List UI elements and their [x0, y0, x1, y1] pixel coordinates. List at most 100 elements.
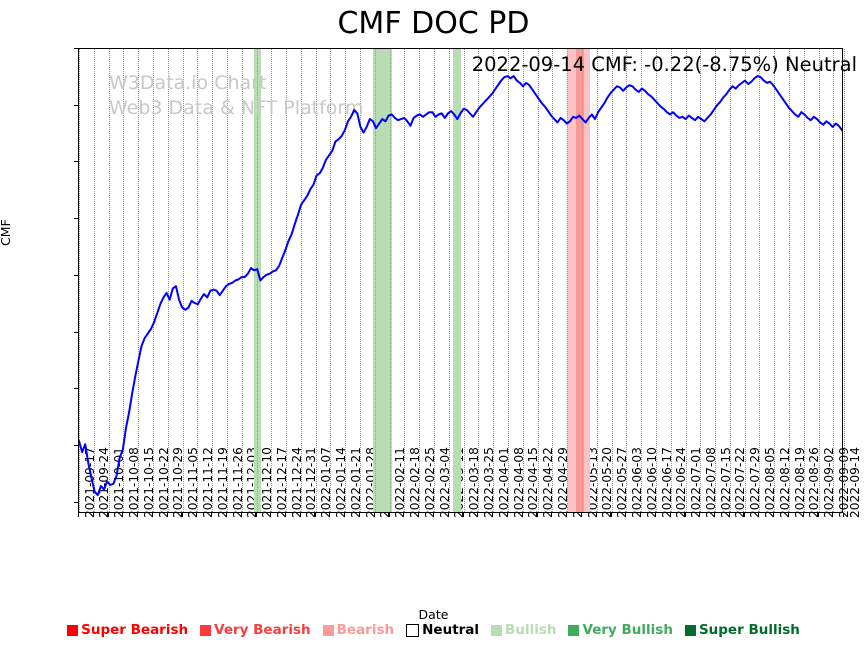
- legend-swatch-icon: [200, 624, 212, 636]
- x-tick: [832, 513, 834, 517]
- gridline: [626, 49, 628, 512]
- legend-item[interactable]: Bullish: [491, 622, 556, 638]
- x-tick: [107, 513, 109, 517]
- legend-item[interactable]: Super Bullish: [684, 622, 800, 638]
- y-tick: [74, 274, 78, 276]
- gridline: [759, 49, 761, 512]
- gridline: [212, 49, 214, 512]
- x-tick: [270, 513, 272, 517]
- legend: Super Bearish Very Bearish Bearish Neutral B…: [0, 622, 867, 638]
- gridline: [419, 49, 421, 512]
- y-tick: [74, 444, 78, 446]
- gridline: [108, 49, 110, 512]
- x-tick: [595, 513, 597, 517]
- legend-label: Bullish: [505, 622, 557, 638]
- gridline: [197, 49, 199, 512]
- legend-item[interactable]: Very Bearish: [200, 622, 311, 638]
- gridline: [478, 49, 480, 512]
- gridline: [256, 49, 258, 512]
- gridline: [729, 49, 731, 512]
- x-tick: [610, 513, 612, 517]
- legend-swatch-icon: [406, 623, 420, 637]
- x-tick: [151, 513, 153, 517]
- x-tick: [566, 513, 568, 517]
- x-tick: [373, 513, 375, 517]
- x-tick: [773, 513, 775, 517]
- gridline: [641, 49, 643, 512]
- x-tick: [492, 513, 494, 517]
- x-tick: [137, 513, 139, 517]
- y-tick: [74, 104, 78, 106]
- x-tick: [388, 513, 390, 517]
- legend-label: Super Bearish: [81, 622, 189, 638]
- x-tick: [699, 513, 701, 517]
- gridline: [286, 49, 288, 512]
- x-tick: [536, 513, 538, 517]
- y-tick: [74, 218, 78, 220]
- x-tick: [314, 513, 316, 517]
- state-band: [453, 49, 462, 512]
- x-tick: [640, 513, 642, 517]
- state-band: [372, 49, 392, 512]
- x-tick: [299, 513, 301, 517]
- x-tick: [447, 513, 449, 517]
- x-tick: [122, 513, 124, 517]
- gridline: [300, 49, 302, 512]
- x-tick: [403, 513, 405, 517]
- state-band: [575, 49, 585, 512]
- x-tick: [359, 513, 361, 517]
- y-tick: [74, 161, 78, 163]
- y-tick: [74, 48, 78, 49]
- gridline: [374, 49, 376, 512]
- x-tick: [728, 513, 730, 517]
- x-tick: [181, 513, 183, 517]
- gridline: [123, 49, 125, 512]
- x-tick: [684, 513, 686, 517]
- x-tick: [462, 513, 464, 517]
- gridline: [434, 49, 436, 512]
- x-tick: [817, 513, 819, 517]
- legend-swatch-icon: [491, 624, 503, 636]
- gridline: [507, 49, 509, 512]
- legend-label: Super Bullish: [698, 622, 800, 638]
- x-tick: [669, 513, 671, 517]
- state-band: [254, 49, 261, 512]
- x-tick: [255, 513, 257, 517]
- x-tick-label: 2022-09-14: [847, 447, 862, 518]
- gridline: [448, 49, 450, 512]
- y-tick: [74, 388, 78, 390]
- x-tick: [625, 513, 627, 517]
- gridline: [93, 49, 95, 512]
- gridline: [271, 49, 273, 512]
- legend-item[interactable]: Super Bearish: [67, 622, 188, 638]
- x-tick: [240, 513, 242, 517]
- x-tick: [329, 513, 331, 517]
- x-tick: [714, 513, 716, 517]
- x-tick: [802, 513, 804, 517]
- gridline: [844, 49, 845, 512]
- gridline: [700, 49, 702, 512]
- gridline: [611, 49, 613, 512]
- gridline: [241, 49, 243, 512]
- gridline: [463, 49, 465, 512]
- gridline: [537, 49, 539, 512]
- legend-item[interactable]: Bearish: [322, 622, 394, 638]
- x-tick: [506, 513, 508, 517]
- legend-swatch-icon: [684, 624, 696, 636]
- legend-swatch-icon: [67, 624, 79, 636]
- gridline: [789, 49, 791, 512]
- x-tick: [78, 513, 79, 517]
- gridline: [330, 49, 332, 512]
- page-title: CMF DOC PD: [337, 6, 530, 41]
- gridline: [167, 49, 169, 512]
- gridline: [182, 49, 184, 512]
- cmf-line-series: [79, 49, 842, 512]
- x-tick: [433, 513, 435, 517]
- gridline: [360, 49, 362, 512]
- hover-annotation: 2022-09-14 CMF: -0.22(-8.75%) Neutral: [471, 53, 857, 76]
- legend-item[interactable]: Very Bullish: [568, 622, 673, 638]
- state-bands-layer: [79, 49, 842, 512]
- legend-item[interactable]: Neutral: [406, 622, 479, 638]
- x-tick: [92, 513, 94, 517]
